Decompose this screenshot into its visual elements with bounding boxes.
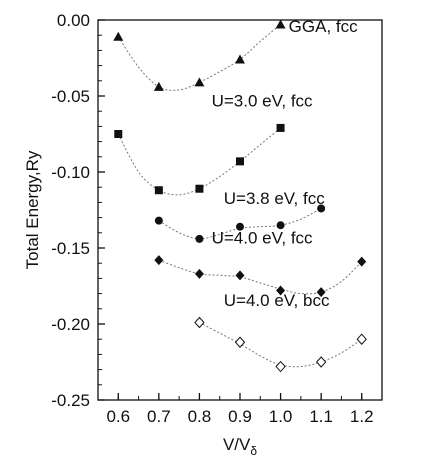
y-tick-label: -0.05	[51, 87, 90, 106]
series-label: U=3.0 eV, fcc	[212, 92, 313, 111]
data-point	[275, 19, 286, 29]
series-label: U=4.0 eV, bcc	[224, 291, 330, 310]
y-tick-label: 0.00	[57, 11, 90, 30]
data-point	[276, 285, 286, 296]
y-tick-label: -0.15	[51, 239, 90, 258]
x-tick-label: 1.2	[350, 407, 374, 426]
data-point	[357, 256, 367, 267]
axis-ticks: 0.6 0.7 0.8 0.9 1.0 1.1 1.2 0.00 -0.05 -0.10 -0.15…	[51, 11, 383, 426]
data-point	[275, 360, 286, 373]
y-tick-label: -0.25	[51, 391, 90, 410]
data-point	[356, 333, 367, 345]
data-point	[153, 81, 164, 91]
fit-curve	[158, 259, 363, 295]
x-axis-title-main: V/V	[223, 435, 251, 454]
x-tick-label: 0.9	[228, 407, 252, 426]
y-tick-label: -0.20	[51, 315, 90, 334]
data-point	[113, 31, 124, 41]
y-axis-title: Total Energy,Ry	[23, 150, 42, 269]
data-point	[236, 157, 244, 166]
fit-curve	[117, 24, 281, 91]
x-axis-title-subscript: δ	[250, 444, 257, 458]
y-tick-label: -0.10	[51, 163, 90, 182]
series-label: U=4.0 eV, fcc	[212, 228, 313, 247]
data-point	[194, 316, 205, 329]
data-point	[195, 184, 204, 193]
series-label: GGA, fcc	[289, 17, 358, 36]
data-point	[154, 255, 164, 266]
data-point	[194, 77, 205, 87]
fit-curve	[199, 322, 362, 368]
data-point	[276, 221, 285, 230]
series-labels: GGA, fcc U=3.0 eV, fcc U=3.8 eV, fcc U=4.0 …	[212, 17, 359, 310]
data-point	[235, 270, 245, 281]
x-tick-label: 1.1	[309, 407, 333, 426]
data-point	[154, 216, 163, 225]
data-markers	[113, 19, 367, 373]
data-point	[317, 204, 326, 213]
data-point	[154, 186, 163, 195]
series-label: U=3.8 eV, fcc	[224, 189, 325, 208]
data-point	[236, 222, 244, 231]
data-point	[234, 336, 246, 348]
data-point	[276, 123, 285, 132]
x-tick-label: 0.6	[106, 407, 130, 426]
data-point	[315, 356, 327, 368]
data-point	[194, 268, 204, 279]
data-point	[235, 54, 245, 64]
x-axis-title: V/Vδ	[223, 435, 257, 458]
x-tick-label: 1.0	[269, 407, 293, 426]
data-point	[195, 234, 204, 243]
x-tick-label: 0.7	[147, 407, 171, 426]
x-tick-label: 0.8	[188, 407, 212, 426]
data-point	[114, 130, 123, 138]
data-point	[316, 287, 326, 298]
